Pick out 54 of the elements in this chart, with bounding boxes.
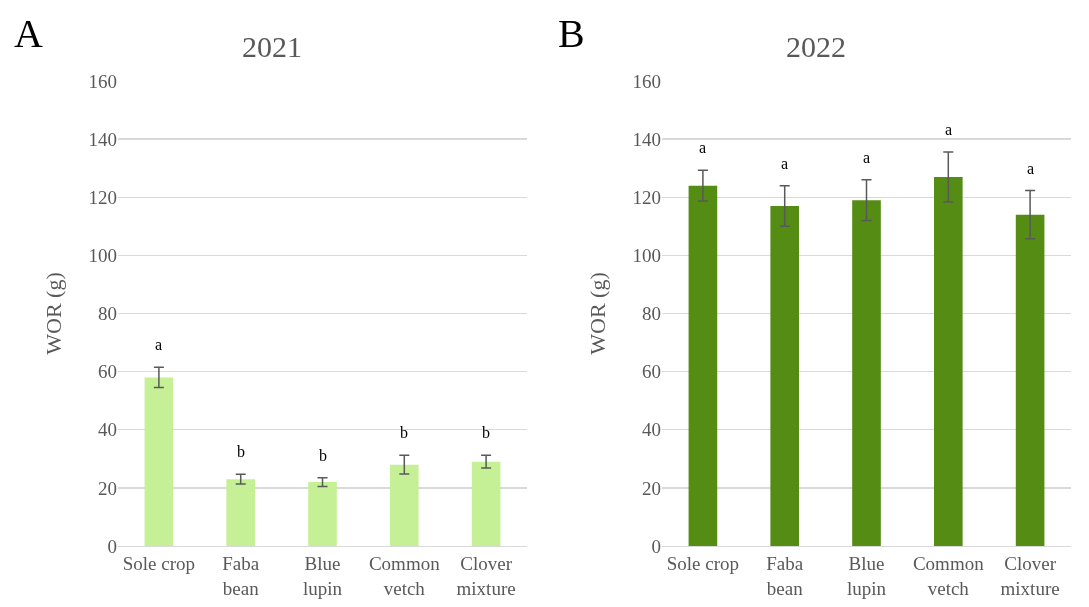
x-tick-label: Common vetch xyxy=(912,552,985,599)
annotation: a xyxy=(781,155,789,172)
annotation: b xyxy=(400,424,408,441)
y-tick-label: 140 xyxy=(88,128,117,150)
y-tick-label: 100 xyxy=(632,245,661,267)
annotation: b xyxy=(237,443,245,460)
annotation: a xyxy=(155,336,163,353)
y-tick-label: 40 xyxy=(642,419,661,441)
bar xyxy=(933,176,963,546)
y-tick-label: 20 xyxy=(98,477,117,499)
bar xyxy=(144,377,174,546)
annotation: a xyxy=(863,149,871,166)
x-tick-label: Faba bean xyxy=(766,552,804,599)
chart-title: 2021 xyxy=(242,30,302,63)
y-tick-label: 60 xyxy=(642,361,661,383)
annotation: b xyxy=(482,424,490,441)
y-tick-label: 160 xyxy=(632,70,661,92)
x-tick-label: Clover mixture xyxy=(1000,552,1060,599)
bar xyxy=(852,200,881,546)
annotation: a xyxy=(1027,160,1035,177)
y-tick-label: 20 xyxy=(642,477,661,499)
x-tick-label: Blue lupin xyxy=(846,552,887,599)
bar xyxy=(688,185,718,546)
x-tick-label: Common vetch xyxy=(368,552,441,599)
y-tick-label: 100 xyxy=(88,245,117,267)
x-tick-label: Clover mixture xyxy=(456,552,516,599)
bar xyxy=(226,479,256,546)
bar xyxy=(308,482,337,546)
y-tick-label: 120 xyxy=(632,186,661,208)
y-tick-label: 0 xyxy=(651,535,661,557)
annotation: b xyxy=(319,447,327,464)
x-tick-label: Faba bean xyxy=(222,552,260,599)
y-tick-label: 80 xyxy=(98,303,117,325)
x-tick-label: Sole crop xyxy=(666,552,740,574)
y-tick-label: 140 xyxy=(632,128,661,150)
x-tick-label: Blue lupin xyxy=(302,552,343,599)
bar xyxy=(770,205,800,546)
y-tick-label: 40 xyxy=(98,419,117,441)
chart-title: 2022 xyxy=(786,30,846,63)
text: B xyxy=(558,11,585,56)
text: A xyxy=(14,11,43,56)
y-tick-label: 80 xyxy=(642,303,661,325)
x-tick-label: Sole crop xyxy=(122,552,196,574)
bar xyxy=(1015,214,1045,546)
y-tick-label: 0 xyxy=(107,535,117,557)
annotation: a xyxy=(945,121,953,138)
bar xyxy=(389,464,419,546)
bar xyxy=(471,461,501,546)
y-axis-title: WOR (g) xyxy=(41,272,67,355)
y-tick-label: 160 xyxy=(88,70,117,92)
y-axis-title: WOR (g) xyxy=(585,272,611,355)
y-tick-label: 120 xyxy=(88,186,117,208)
y-tick-label: 60 xyxy=(98,361,117,383)
annotation: a xyxy=(699,139,707,156)
